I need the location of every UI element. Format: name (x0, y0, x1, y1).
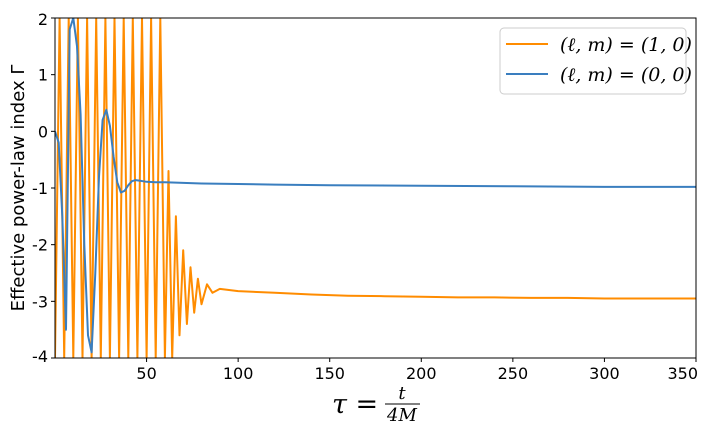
y-tick-label-0: 2 (38, 10, 48, 29)
x-tick-label-2: 150 (314, 364, 345, 383)
x-axis-label-denominator: 4M (386, 405, 417, 426)
x-axis-label: τ = t 4M (332, 383, 420, 426)
y-tick-label-2: 0 (38, 122, 48, 141)
y-tick-label-4: -2 (32, 236, 48, 255)
y-axis-label: Effective power-law index Γ (8, 65, 29, 312)
y-tick-label-1: 1 (38, 66, 48, 85)
x-tick-label-4: 250 (498, 364, 529, 383)
x-tick-label-6: 350 (667, 364, 698, 383)
ticks-layer: 50 100 150 200 250 300 350 2 1 0 -1 -2 -3 -4 (32, 10, 698, 383)
series-line-0 (55, 18, 696, 358)
series-layer (55, 18, 696, 358)
series-line-1 (55, 18, 696, 354)
y-tick-label-3: -1 (32, 179, 48, 198)
x-tick-label-5: 300 (589, 364, 620, 383)
legend: (ℓ, m) = (1, 0) (ℓ, m) = (0, 0) (499, 27, 692, 95)
y-tick-label-5: -3 (32, 292, 48, 311)
y-tick-label-6: -4 (32, 347, 48, 366)
x-axis-label-lhs: τ = (332, 389, 378, 420)
x-tick-label-1: 100 (223, 364, 254, 383)
legend-label-1: (ℓ, m) = (0, 0) (560, 64, 692, 86)
x-tick-label-0: 50 (136, 364, 156, 383)
legend-label-0: (ℓ, m) = (1, 0) (560, 34, 692, 56)
x-tick-label-3: 200 (406, 364, 437, 383)
x-axis-label-numerator: t (398, 383, 406, 404)
